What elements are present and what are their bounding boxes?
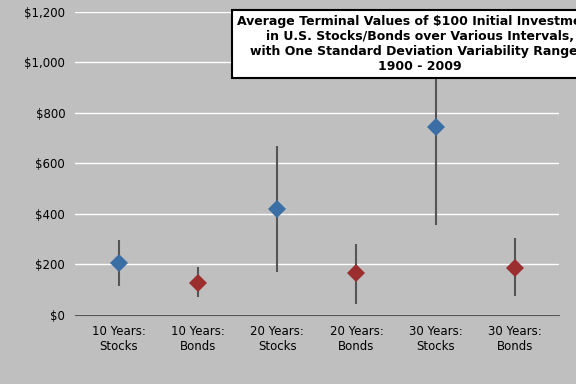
Text: Average Terminal Values of $100 Initial Investments
in U.S. Stocks/Bonds over Va: Average Terminal Values of $100 Initial … <box>237 15 576 73</box>
